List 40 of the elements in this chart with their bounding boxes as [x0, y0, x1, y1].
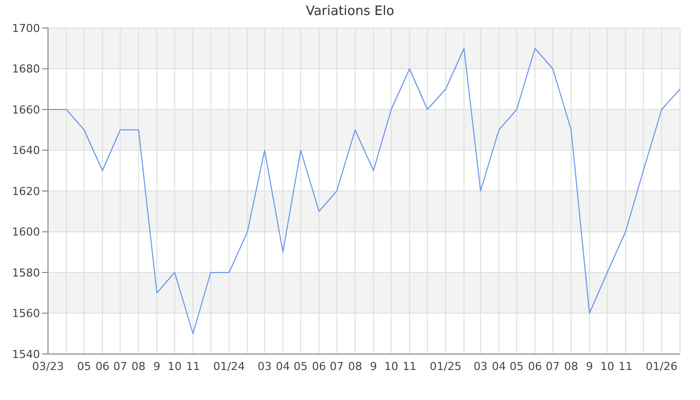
x-tick-label: 08 [564, 360, 578, 373]
x-tick-label: 10 [600, 360, 614, 373]
x-tick-label: 11 [402, 360, 417, 373]
y-tick-label: 1660 [12, 103, 40, 116]
x-tick-label: 07 [546, 360, 560, 373]
x-tick-label: 06 [528, 360, 542, 373]
x-tick-label: 07 [330, 360, 344, 373]
x-tick-label: 07 [113, 360, 128, 373]
x-tick-label: 10 [168, 360, 182, 373]
y-tick-label: 1700 [12, 22, 40, 35]
chart-title: Variations Elo [304, 4, 396, 19]
x-tick-label: 06 [95, 360, 110, 373]
x-tick-label: 05 [510, 360, 524, 373]
y-tick-label: 1580 [12, 266, 40, 280]
x-tick-label: 01/26 [646, 360, 678, 373]
y-tick-label: 1560 [12, 307, 40, 320]
x-tick-label: 03/23 [32, 360, 64, 373]
y-tick-label: 1680 [12, 62, 40, 76]
x-tick-label: 06 [312, 360, 326, 373]
x-tick-label: 11 [618, 360, 633, 373]
x-tick-label: 05 [77, 360, 92, 373]
x-tick-label: 01/24 [213, 360, 245, 373]
x-tick-label: 05 [294, 360, 308, 373]
x-tick-label: 04 [492, 360, 506, 373]
x-tick-label: 04 [276, 360, 290, 373]
x-tick-label: 03 [474, 360, 488, 373]
x-tick-label: 10 [384, 360, 398, 373]
line-series [48, 48, 680, 334]
x-tick-label: 9 [586, 360, 593, 373]
x-tick-label: 9 [153, 360, 160, 373]
y-tick-label: 1540 [12, 348, 40, 361]
x-tick-label: 9 [370, 360, 377, 373]
y-tick-label: 1600 [12, 226, 40, 239]
x-tick-label: 03 [258, 360, 272, 373]
x-tick-label: 01/25 [430, 360, 462, 373]
y-tick-label: 1620 [12, 184, 40, 198]
x-tick-label: 11 [186, 360, 200, 373]
x-tick-label: 08 [348, 360, 362, 373]
x-tick-label: 08 [132, 360, 146, 373]
y-tick-label: 1640 [12, 144, 40, 158]
